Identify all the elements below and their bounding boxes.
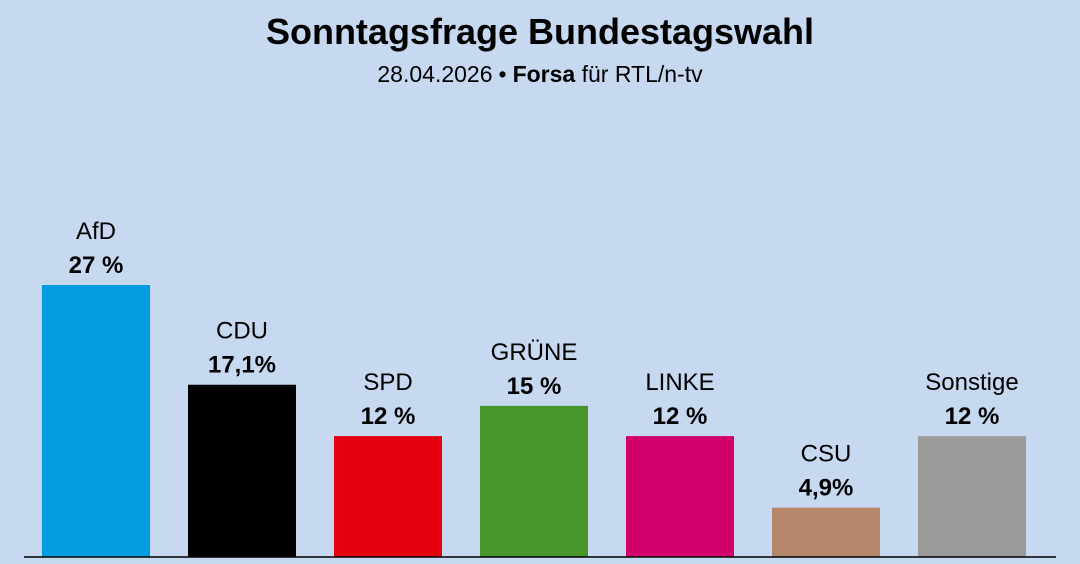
poll-institute: Forsa bbox=[512, 61, 576, 87]
category-label: LINKE bbox=[645, 369, 714, 396]
bar-grüne bbox=[480, 405, 588, 557]
value-label: 4,9% bbox=[799, 475, 854, 502]
bar-sonstige bbox=[918, 436, 1026, 557]
category-label: Sonstige bbox=[925, 369, 1018, 396]
value-label: 12 % bbox=[945, 403, 1000, 430]
chart-title: Sonntagsfrage Bundestagswahl bbox=[265, 11, 815, 52]
poll-client: für RTL/n-tv bbox=[581, 61, 703, 87]
category-label: CSU bbox=[801, 441, 852, 468]
value-label: 27 % bbox=[69, 252, 124, 279]
chart-subtitle: 28.04.2026 • Forsa für RTL/n-tv bbox=[0, 58, 1080, 90]
value-label: 12 % bbox=[653, 403, 708, 430]
bar-linke bbox=[626, 436, 734, 557]
bar-csu bbox=[772, 507, 880, 557]
bar-spd bbox=[334, 436, 442, 557]
value-label: 17,1% bbox=[208, 352, 276, 379]
value-label: 15 % bbox=[507, 373, 562, 400]
category-label: GRÜNE bbox=[491, 339, 578, 366]
category-label: SPD bbox=[363, 369, 412, 396]
value-label: 12 % bbox=[361, 403, 416, 430]
bar-afd bbox=[42, 285, 150, 557]
poll-date: 28.04.2026 bbox=[377, 61, 493, 87]
bar-cdu bbox=[188, 384, 296, 557]
category-label: AfD bbox=[76, 218, 116, 245]
subtitle-separator: • bbox=[498, 61, 507, 87]
category-label: CDU bbox=[216, 318, 268, 345]
